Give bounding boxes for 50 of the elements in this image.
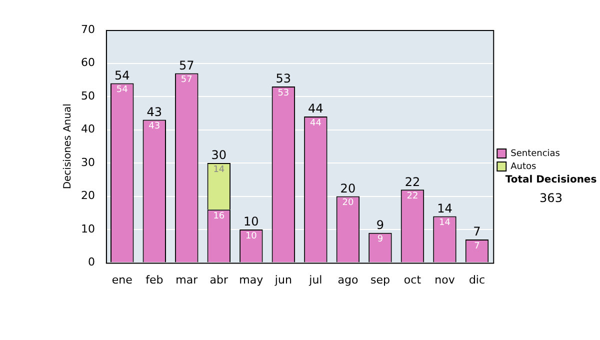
total-label: 20 (340, 181, 356, 196)
total-label: 43 (146, 104, 162, 119)
data-label: 14 (213, 164, 225, 175)
data-label: 20 (342, 198, 354, 208)
y-axis-title: Decisiones Anual (62, 104, 74, 190)
text: 363 (540, 191, 562, 206)
total-label: 14 (437, 201, 452, 216)
x-tick-label: feb (146, 273, 164, 286)
y-tick-label: 30 (80, 156, 95, 169)
x-tick-label: sep (370, 273, 390, 286)
total-label: 30 (211, 148, 227, 162)
total-label: 10 (244, 214, 259, 229)
x-tick-label: jul (308, 273, 322, 286)
total-label: 44 (308, 102, 324, 116)
data-label: 57 (180, 75, 192, 86)
x-tick-label: abr (210, 273, 229, 286)
legend-label: Sentencias (510, 148, 560, 159)
y-tick-label: 50 (80, 89, 95, 102)
x-tick-label: dic (468, 273, 486, 286)
x-tick-label: nov (434, 273, 456, 286)
legend-label: Autos (510, 162, 537, 172)
x-tick-label: may (239, 273, 264, 286)
total-label: 9 (376, 218, 384, 232)
data-label: 43 (148, 122, 160, 132)
x-tick-label: jun (274, 273, 292, 286)
data-label: 10 (245, 231, 258, 242)
y-tick-label: 0 (88, 256, 95, 269)
total-label: 7 (473, 224, 481, 239)
y-tick-label: 10 (80, 222, 95, 236)
data-label: 9 (377, 234, 384, 245)
data-label: 16 (213, 211, 225, 222)
x-tick-label: mar (176, 273, 198, 286)
total-label: 57 (179, 58, 194, 72)
total-label: 22 (404, 174, 420, 189)
text: Total Decisiones (505, 174, 597, 186)
total-label: 53 (276, 72, 292, 86)
y-tick-label: 60 (80, 56, 95, 70)
y-tick-label: 40 (80, 122, 95, 136)
x-tick-label: oct (404, 273, 422, 286)
x-tick-label: ene (112, 273, 133, 286)
data-label: 7 (474, 241, 480, 252)
data-label: 54 (116, 85, 128, 96)
data-label: 14 (439, 218, 451, 228)
data-label: 53 (278, 88, 290, 98)
y-tick-label: 70 (80, 22, 95, 36)
x-tick-label: ago (338, 273, 358, 286)
data-label: 44 (310, 118, 322, 128)
data-label: 22 (406, 191, 418, 202)
total-label: 54 (114, 68, 130, 82)
y-tick-label: 20 (80, 189, 95, 202)
